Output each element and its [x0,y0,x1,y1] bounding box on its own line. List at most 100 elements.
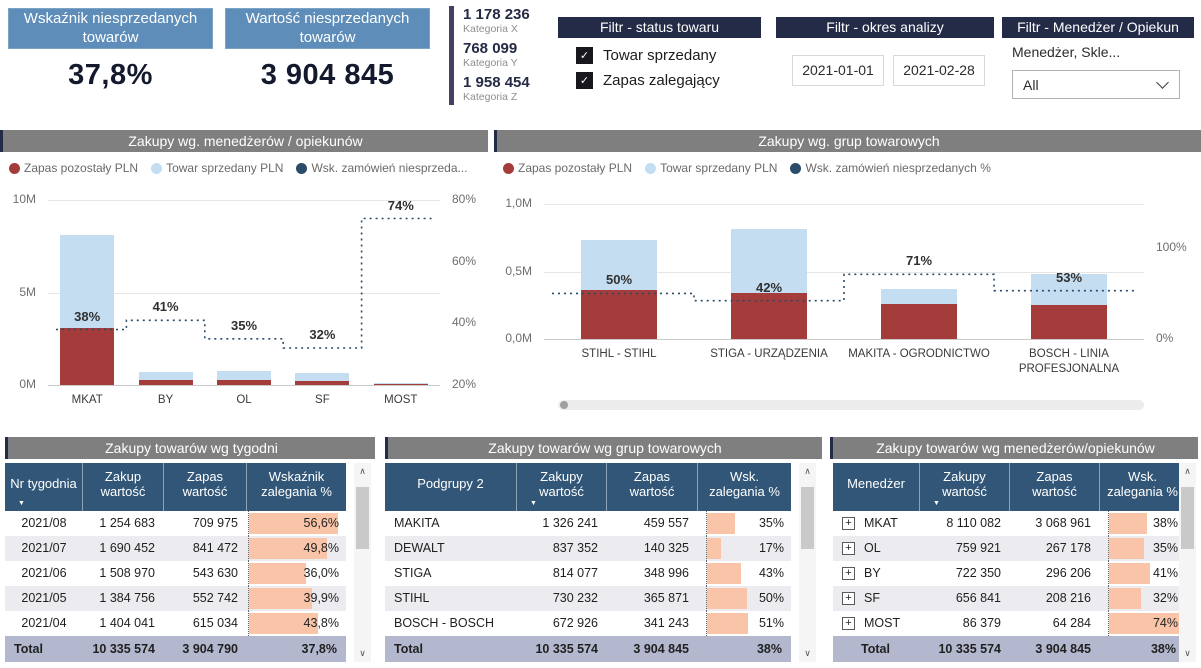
bar-segment-sold[interactable] [138,371,193,380]
table-row[interactable]: + OL 759 921 267 178 35% [833,536,1185,561]
bar-segment-sold[interactable] [295,372,350,382]
scroll-thumb[interactable] [801,487,814,549]
table-row[interactable]: + BY 722 350 296 206 41% [833,561,1185,586]
table-scrollbar[interactable]: ∧ ∨ [354,463,371,662]
expand-icon[interactable]: + [842,617,855,631]
bar-segment-sold[interactable] [217,370,271,381]
column-header[interactable]: Nr tygodnia ▼ [5,463,83,511]
y-axis-left: 10M 5M 0M [0,130,42,423]
column-header[interactable]: Menedżer [833,463,920,511]
bar-segment-stock[interactable] [217,380,271,385]
column-header[interactable]: Zapas wartość [1010,463,1100,511]
row-label-cell: DEWALT [385,536,517,561]
kpi-title: Wskaźnik niesprzedanych towarów [8,8,213,49]
scroll-thumb[interactable] [1181,487,1194,549]
bar-segment-stock[interactable] [373,383,428,385]
scroll-down-icon[interactable]: ∨ [359,648,366,658]
table-row[interactable]: 2021/07 1 690 452 841 472 49,8% [5,536,346,561]
scroll-up-icon[interactable]: ∧ [804,466,811,476]
pct-cell: 56,6% [247,511,346,536]
data-label: 50% [605,272,633,288]
value-cell: 552 742 [192,591,238,605]
legend-item[interactable]: Zapas pozostały PLN [9,161,138,175]
bar-segment-stock[interactable] [581,289,657,339]
bar-segment-stock[interactable] [295,381,350,385]
legend-item[interactable]: Wsk. zamówień niesprzedanych % [790,161,991,175]
column-header-label: Zakupy wartość [942,468,987,499]
column-header[interactable]: Wsk. zalegania % [698,463,791,511]
column-header[interactable]: Zakup wartość [83,463,164,511]
column-header[interactable]: Zakupy wartość ▼ [920,463,1010,511]
bar-by[interactable] [138,371,193,385]
expand-icon[interactable]: + [842,542,855,556]
x-axis-label: STIGA - URZĄDZENIA [710,348,828,360]
table-row[interactable]: 2021/05 1 384 756 552 742 39,9% [5,586,346,611]
bar-segment-stock[interactable] [731,293,807,339]
y-axis-tick: 0,0M [505,331,532,345]
bar-makita-ogrodnictwo[interactable] [881,289,957,339]
start-date-input[interactable]: 2021-01-01 [792,55,884,86]
table-row[interactable]: 2021/06 1 508 970 543 630 36,0% [5,561,346,586]
data-label: 74% [387,197,414,213]
pct-value: 32% [1152,591,1178,605]
table-row[interactable]: DEWALT 837 352 140 325 17% [385,536,791,561]
table-row[interactable]: 2021/04 1 404 041 615 034 43,8% [5,611,346,636]
table-row[interactable]: 2021/08 1 254 683 709 975 56,6% [5,511,346,536]
bar-segment-stock[interactable] [60,328,115,385]
bar-ol[interactable] [217,370,271,385]
row-label: BOSCH - BOSCH [394,616,495,630]
column-header[interactable]: Zapas wartość [607,463,698,511]
scroll-up-icon[interactable]: ∧ [1184,466,1191,476]
end-date-input[interactable]: 2021-02-28 [893,55,985,86]
scroll-thumb[interactable] [356,487,369,549]
manager-dropdown[interactable]: All [1012,70,1180,99]
scroll-down-icon[interactable]: ∨ [804,648,811,658]
column-header[interactable]: Wskaźnik zalegania % [247,463,346,511]
checkbox-checked-icon[interactable]: ✓ [576,46,593,64]
value-cell: 267 178 [1045,541,1091,555]
column-header[interactable]: Zakupy wartość ▼ [517,463,607,511]
chart-horizontal-scrollbar[interactable] [558,400,1144,410]
table-row[interactable]: + MKAT 8 110 082 3 068 961 38% [833,511,1185,536]
table-scrollbar[interactable]: ∧ ∨ [799,463,816,662]
row-label: 2021/08 [21,516,67,530]
table-row[interactable]: + MOST 86 379 64 284 74% [833,611,1185,636]
pct-value: 35% [1152,541,1178,555]
legend-item[interactable]: Wsk. zamówień niesprzeda... [296,161,468,175]
bar-sf[interactable] [295,372,350,385]
column-header[interactable]: Zapas wartość [164,463,247,511]
data-bar [1109,513,1148,534]
table-row[interactable]: BOSCH - BOSCH 672 926 341 243 51% [385,611,791,636]
expand-icon[interactable]: + [842,517,855,531]
table-row[interactable]: STIHL 730 232 365 871 50% [385,586,791,611]
checkbox-option-sold[interactable]: ✓ Towar sprzedany [576,45,716,65]
table-scrollbar[interactable]: ∧ ∨ [1179,463,1196,662]
table-row[interactable]: STIGA 814 077 348 996 43% [385,561,791,586]
bar-segment-stock[interactable] [1031,304,1107,339]
value-cell: 656 841 [955,591,1001,605]
table-row[interactable]: + SF 656 841 208 216 32% [833,586,1185,611]
checkbox-option-stock[interactable]: ✓ Zapas zalegający [576,70,720,90]
column-header[interactable]: Podgrupy 2 [385,463,517,511]
row-label: BY [864,566,881,580]
gridline [48,200,440,201]
bar-most[interactable] [373,383,428,385]
column-header[interactable]: Wsk. zalegania % [1100,463,1185,511]
scroll-thumb[interactable] [560,401,568,409]
bar-stihl-stihl[interactable] [581,240,657,339]
kpi-label: Kategoria Y [463,57,518,69]
checkbox-checked-icon[interactable]: ✓ [576,71,593,89]
legend-item[interactable]: Towar sprzedany PLN [645,161,777,175]
scroll-down-icon[interactable]: ∨ [1184,648,1191,658]
expand-icon[interactable]: + [842,592,855,606]
row-label-cell: 2021/06 [5,561,83,586]
legend-item[interactable]: Towar sprzedany PLN [151,161,283,175]
table-row[interactable]: MAKITA 1 326 241 459 557 35% [385,511,791,536]
bar-segment-stock[interactable] [881,303,957,339]
chevron-down-icon [1156,76,1169,89]
scroll-up-icon[interactable]: ∧ [359,466,366,476]
expand-icon[interactable]: + [842,567,855,581]
bar-segment-stock[interactable] [138,379,193,385]
bar-segment-sold[interactable] [881,289,957,304]
legend-item[interactable]: Zapas pozostały PLN [503,161,632,175]
